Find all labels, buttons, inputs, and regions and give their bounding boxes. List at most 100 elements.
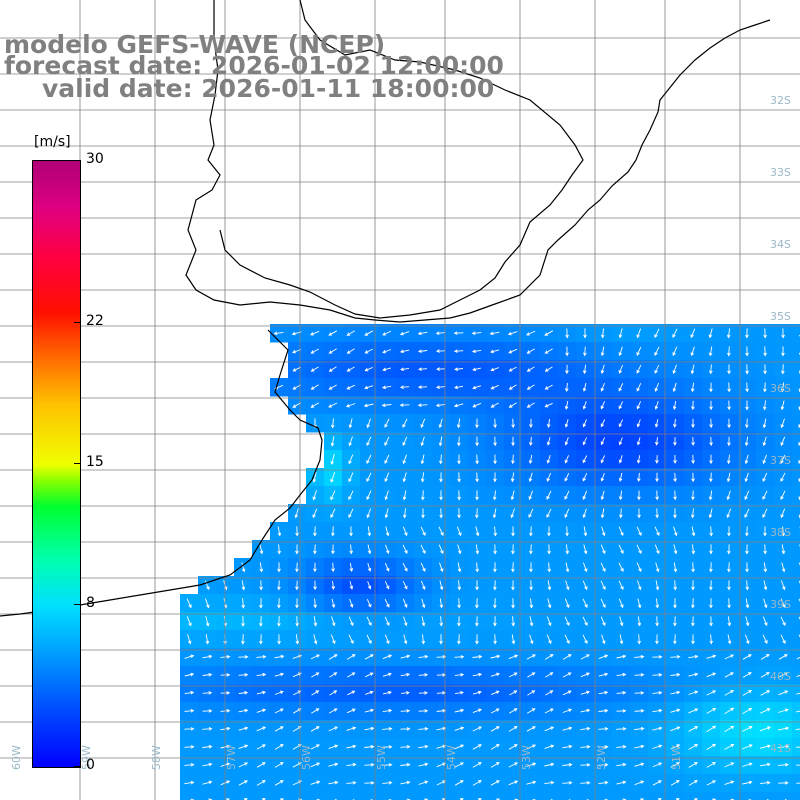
- wind-arrow: [529, 544, 533, 555]
- wind-arrow: [453, 349, 464, 353]
- wind-arrow: [688, 690, 699, 695]
- wind-arrow: [508, 744, 518, 750]
- wind-arrow: [436, 726, 447, 731]
- wind-arrow: [310, 780, 321, 785]
- wind-arrow: [529, 562, 533, 573]
- wind-arrow: [564, 419, 569, 428]
- wind-arrow: [637, 508, 641, 519]
- wind-arrow: [745, 544, 749, 555]
- wind-arrow: [310, 330, 320, 336]
- wind-arrow: [562, 780, 573, 785]
- wind-arrow: [310, 744, 320, 750]
- wind-arrow: [634, 708, 645, 713]
- wind-arrow: [508, 708, 518, 714]
- wind-arrow: [384, 598, 390, 608]
- wind-arrow: [471, 349, 482, 354]
- wind-arrow: [184, 690, 195, 695]
- wind-arrow: [438, 526, 444, 537]
- wind-arrow: [636, 419, 641, 428]
- wind-arrow: [364, 654, 374, 660]
- wind-arrow: [475, 634, 479, 645]
- wind-arrow: [475, 580, 479, 591]
- wind-arrow: [184, 654, 195, 659]
- wind-arrow: [511, 526, 515, 537]
- wind-arrow: [439, 580, 444, 591]
- wind-arrow: [420, 490, 425, 501]
- wind-arrow: [472, 672, 483, 677]
- wind-arrow: [510, 490, 515, 501]
- wind-arrow: [600, 616, 606, 627]
- wind-arrow: [655, 634, 659, 645]
- wind-arrow: [439, 616, 444, 627]
- wind-arrow: [490, 402, 499, 408]
- wind-arrow: [598, 726, 609, 731]
- wind-arrow: [526, 762, 537, 768]
- wind-arrow: [655, 490, 659, 501]
- wind-arrow: [670, 744, 681, 750]
- wind-arrow: [619, 508, 623, 519]
- wind-arrow: [564, 508, 570, 519]
- wind-arrow: [367, 562, 372, 572]
- wind-arrow: [493, 616, 497, 627]
- wind-arrow: [672, 328, 678, 339]
- wind-arrow: [238, 690, 249, 695]
- wind-speed-cell: [198, 792, 217, 800]
- wind-arrow: [292, 366, 301, 372]
- wind-arrow: [600, 562, 606, 573]
- wind-arrow: [582, 382, 587, 392]
- wind-arrow: [490, 744, 500, 750]
- wind-arrow: [618, 383, 624, 392]
- wind-arrow: [507, 331, 518, 336]
- wind-arrow: [526, 384, 535, 390]
- wind-arrow: [796, 782, 800, 784]
- wind-arrow: [349, 598, 354, 608]
- wind-arrow: [655, 508, 659, 519]
- wind-arrow: [762, 472, 768, 482]
- wind-arrow: [564, 437, 569, 446]
- wind-arrow: [544, 654, 554, 660]
- wind-arrow: [724, 762, 735, 768]
- wind-arrow: [493, 418, 497, 429]
- wind-arrow: [454, 780, 464, 786]
- wind-arrow: [292, 384, 302, 390]
- wind-arrow: [418, 367, 428, 371]
- wind-arrow: [439, 472, 443, 483]
- wind-arrow: [328, 402, 338, 408]
- wind-arrow: [346, 780, 357, 785]
- wind-arrow: [544, 384, 553, 390]
- wind-arrow: [382, 330, 392, 336]
- wind-arrow: [493, 634, 497, 645]
- wind-arrow: [366, 599, 372, 608]
- wind-arrow: [654, 346, 660, 356]
- wind-arrow: [295, 526, 299, 537]
- wind-arrow: [418, 672, 429, 677]
- wind-arrow: [277, 616, 281, 627]
- wind-arrow: [313, 544, 317, 555]
- wind-arrow: [673, 598, 677, 609]
- wind-arrow: [205, 634, 210, 645]
- wind-arrow: [654, 544, 660, 555]
- wind-arrow: [277, 580, 281, 591]
- wind-arrow: [780, 382, 785, 393]
- wind-arrow: [529, 634, 534, 645]
- wind-arrow: [688, 762, 698, 768]
- wind-arrow: [490, 780, 500, 786]
- latitude-label: 40S: [770, 670, 791, 683]
- wind-speed-cell: [792, 468, 800, 487]
- wind-arrow: [400, 780, 411, 785]
- wind-speed-cell: [792, 342, 800, 361]
- wind-speed-cell: [738, 792, 757, 800]
- wind-arrow: [526, 366, 535, 372]
- wind-arrow: [311, 672, 320, 678]
- wind-arrow: [564, 455, 570, 464]
- wind-arrow: [546, 472, 552, 482]
- wind-arrow: [564, 634, 570, 645]
- wind-arrow: [654, 382, 660, 392]
- wind-arrow: [634, 780, 645, 786]
- wind-speed-cell: [432, 792, 451, 800]
- wind-arrow: [670, 654, 681, 659]
- wind-arrow: [708, 364, 713, 375]
- latitude-label: 33S: [770, 166, 791, 179]
- wind-arrow: [472, 726, 483, 732]
